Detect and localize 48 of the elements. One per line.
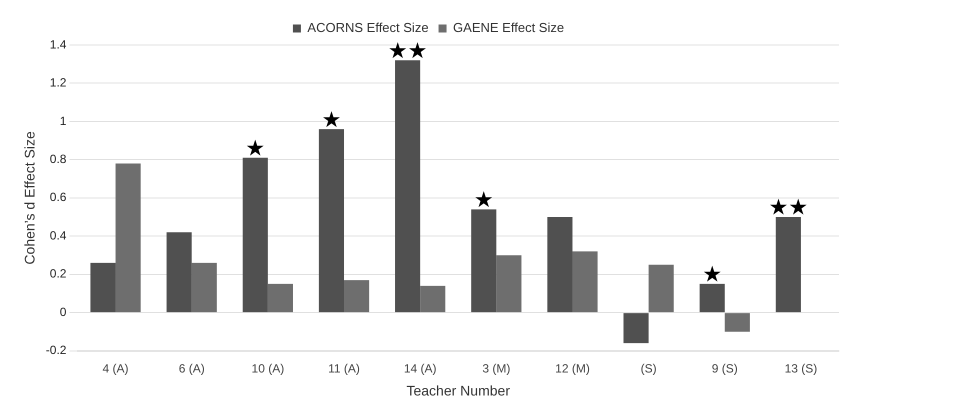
bar [648, 264, 674, 312]
annotation: ★ [474, 188, 494, 214]
x-tick-label: 9 (S) [712, 361, 738, 376]
bar [420, 286, 446, 312]
y-tick-label: 0.4 [50, 228, 67, 242]
y-tick-label: 1 [60, 114, 67, 128]
y-tick-label: -0.2 [46, 343, 67, 358]
x-axis-title: Teacher Number [406, 382, 510, 398]
y-tick-label: 0.8 [50, 152, 67, 166]
x-tick-label: 10 (A) [252, 361, 284, 376]
bar [344, 280, 370, 312]
annotation: ★ [322, 108, 342, 133]
bar [242, 158, 268, 312]
legend-label: ACORNS Effect Size [307, 20, 429, 36]
bar [623, 313, 649, 344]
bar [395, 60, 420, 312]
x-tick-label: (S) [640, 361, 657, 376]
x-tick-label: 6 (A) [178, 361, 205, 376]
bar [318, 129, 344, 312]
annotation: ★ [702, 262, 722, 288]
x-tick-label: 13 (S) [784, 361, 818, 376]
annotation: ★★ [388, 39, 428, 64]
y-tick-label: 1.4 [50, 37, 67, 52]
bar [776, 217, 801, 312]
x-tick-label: 3 (M) [482, 361, 510, 376]
bar [724, 313, 750, 332]
bar [268, 284, 293, 312]
bar [166, 232, 192, 312]
bar [90, 262, 116, 312]
y-axis-title: Cohen’s d Effect Size [21, 131, 38, 265]
y-tick-label: 1.2 [50, 76, 67, 90]
x-tick-label: 12 (M) [555, 361, 590, 376]
annotation: ★★ [768, 196, 808, 221]
x-tick-label: 14 (A) [404, 361, 437, 376]
annotation: ★ [245, 136, 266, 162]
bar [496, 255, 522, 312]
bar [471, 209, 496, 312]
bar [700, 284, 725, 312]
bar [572, 251, 598, 312]
legend-label: GAENE Effect Size [453, 20, 564, 36]
bar [547, 217, 572, 312]
y-tick-label: 0.6 [50, 190, 67, 204]
bar [192, 262, 217, 312]
y-tick-label: 0.2 [50, 266, 67, 281]
y-tick-label: 0 [60, 304, 67, 319]
bar [116, 164, 141, 312]
x-tick-label: 11 (A) [328, 361, 360, 376]
x-tick-label: 4 (A) [102, 361, 129, 376]
